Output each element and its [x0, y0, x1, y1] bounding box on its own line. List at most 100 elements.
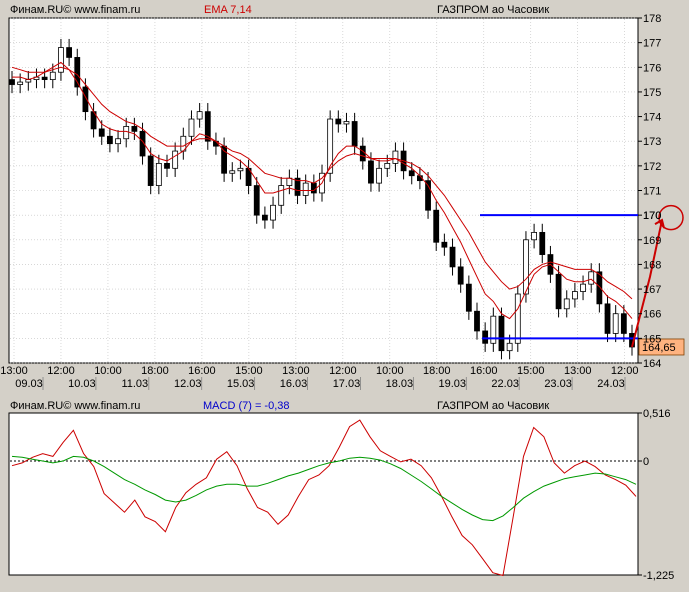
- candle-up: [58, 47, 64, 73]
- candle-down: [82, 86, 89, 113]
- price-x-time-label: 18:00: [141, 365, 169, 377]
- candle-up: [327, 118, 334, 174]
- candle-up: [17, 81, 24, 85]
- forecast-arrow-head: [654, 218, 665, 229]
- price-x-axis: 13:00 12:00 10:00 18:00 16:00 15:00 13:00 12:00…: [0, 365, 638, 390]
- candle-down: [204, 111, 211, 142]
- candle-down: [359, 145, 366, 162]
- candle-down: [425, 180, 431, 211]
- price-x-date-label: 22.03: [491, 378, 519, 390]
- candle-down: [253, 185, 260, 216]
- price-y-tick-label: 167: [643, 284, 661, 296]
- candle-down: [408, 170, 415, 177]
- price-x-date-label: 16.03: [280, 378, 308, 390]
- candle-down: [131, 126, 138, 132]
- candle-up: [514, 293, 521, 344]
- candle-down: [604, 303, 611, 334]
- price-x-date-label: 09.03: [15, 378, 43, 390]
- candle-up: [123, 126, 130, 140]
- price-y-tick-label: 177: [643, 38, 661, 50]
- candle-down: [294, 177, 301, 196]
- ema-fast-line: [12, 61, 633, 320]
- candle-down: [368, 160, 374, 184]
- candle-up: [392, 150, 399, 164]
- candle-down: [351, 121, 358, 147]
- candle-down: [449, 246, 456, 268]
- candle-down: [74, 57, 81, 88]
- price-y-tick-label: 178: [643, 13, 661, 25]
- price-x-time-label: 15:00: [235, 365, 263, 377]
- ema-slow-line: [11, 66, 633, 300]
- price-x-time-label: 13:00: [564, 365, 592, 377]
- candle-down: [620, 313, 627, 334]
- candle-down: [596, 271, 603, 305]
- macd-y-axis: 0,516 0 -1,225: [638, 408, 674, 582]
- macd-y-tick-label: -1,225: [643, 570, 674, 582]
- price-y-tick-label: 169: [643, 235, 661, 247]
- price-x-date-label: 24.03: [597, 378, 625, 390]
- candle-down: [221, 145, 228, 174]
- candle-up: [580, 283, 586, 292]
- candle-down: [310, 182, 317, 194]
- price-x-time-label: 13:00: [0, 365, 28, 377]
- price-annotations: 170 164,65: [480, 204, 685, 356]
- macd-plot-area[interactable]: [8, 412, 639, 576]
- macd-signal-line: [11, 455, 637, 522]
- candle-down: [139, 130, 146, 157]
- candle-down: [555, 273, 562, 310]
- candle-up: [588, 271, 595, 285]
- price-indicator-label: EMA 7,14: [204, 4, 252, 16]
- candle-down: [98, 128, 105, 137]
- price-grid: [10, 17, 637, 364]
- price-x-date-label: 18.03: [386, 378, 414, 390]
- macd-source-label: Финам.RU© www.finam.ru: [10, 400, 140, 412]
- candle-down: [9, 79, 15, 85]
- candle-up: [343, 121, 350, 125]
- candle-up: [523, 239, 529, 295]
- candle-down: [41, 76, 48, 81]
- price-x-time-label: 12:00: [47, 365, 75, 377]
- price-y-tick-label: 168: [643, 259, 661, 271]
- price-x-time-label: 10:00: [94, 365, 122, 377]
- price-x-date-label: 12.03: [174, 378, 202, 390]
- candle-up: [384, 162, 391, 169]
- price-x-time-label: 13:00: [282, 365, 310, 377]
- candle-down: [474, 310, 480, 332]
- price-x-time-label: 16:00: [470, 365, 498, 377]
- candle-up: [612, 313, 619, 334]
- candle-up: [237, 167, 244, 172]
- candle-up: [188, 118, 195, 137]
- price-y-tick-label: 172: [643, 161, 661, 173]
- price-x-time-label: 12:00: [611, 365, 639, 377]
- candle-up: [571, 291, 578, 300]
- candle-down: [465, 283, 472, 312]
- candle-up: [286, 177, 293, 186]
- forecast-arrow: [631, 219, 663, 348]
- price-instrument-label: ГАЗПРОМ ао Часовик: [437, 4, 549, 16]
- price-x-date-label: 19.03: [439, 378, 467, 390]
- candle-up: [506, 342, 513, 352]
- macd-indicator-label: MACD (7) = -0,38: [203, 400, 290, 412]
- candle-down: [498, 315, 505, 352]
- candle-up: [229, 170, 236, 174]
- price-y-tick-label: 175: [643, 87, 661, 99]
- candle-up: [531, 231, 538, 241]
- price-x-date-label: 15.03: [227, 378, 255, 390]
- price-y-tick-label: 166: [643, 309, 661, 321]
- price-x-date-label: 11.03: [121, 378, 148, 390]
- candle-down: [147, 155, 154, 186]
- candle-down: [335, 118, 342, 125]
- price-x-date-label: 17.03: [333, 378, 361, 390]
- macd-y-tick-label: 0,516: [643, 408, 671, 420]
- price-x-time-label: 10:00: [376, 365, 404, 377]
- candle-up: [172, 150, 179, 169]
- price-y-tick-label: 170: [643, 210, 661, 222]
- candle-up: [155, 162, 162, 186]
- price-source-label: Финам.RU© www.finam.ru: [10, 4, 140, 16]
- ema-lines: [11, 61, 633, 320]
- price-x-time-label: 15:00: [517, 365, 545, 377]
- candle-down: [539, 231, 546, 255]
- target-label: 170: [643, 210, 661, 222]
- candle-up: [278, 185, 285, 206]
